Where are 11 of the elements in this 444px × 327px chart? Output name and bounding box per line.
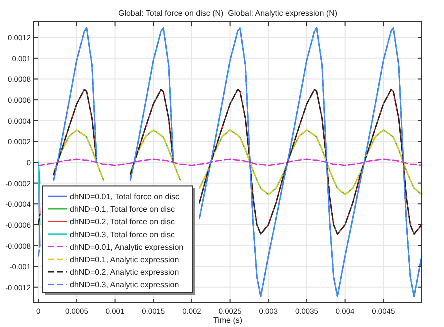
legend-label: dhND=0.01, Analytic expression bbox=[70, 242, 184, 252]
chart-title: Global: Total force on disc (N) Global: Analytic expression (N) bbox=[118, 9, 338, 18]
legend-label: dhND=0.1, Total force on disc bbox=[70, 205, 176, 214]
line-series bbox=[38, 158, 423, 166]
legend-label: dhND=0.2, Total force on disc bbox=[70, 218, 176, 227]
legend-label: dhND=0.3, Total force on disc bbox=[70, 230, 176, 240]
legend-label: dhND=0.2, Analytic expression bbox=[70, 268, 180, 278]
legend-label: dhND=0.1, Analytic expression bbox=[70, 256, 180, 264]
x-axis-title: Time (s) bbox=[213, 316, 243, 325]
legend-label: dhND=0.01, Total force on disc bbox=[70, 192, 180, 202]
legend-label: dhND=0.3, Analytic expression bbox=[70, 280, 180, 290]
